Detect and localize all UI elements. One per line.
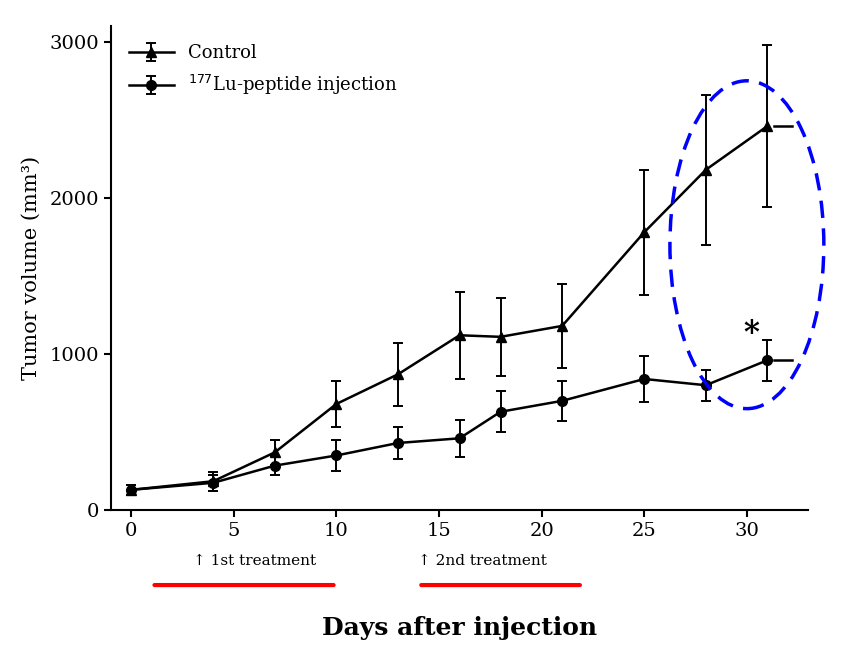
Text: ↑ 2nd treatment: ↑ 2nd treatment xyxy=(419,554,547,568)
Y-axis label: Tumor volume (mm³): Tumor volume (mm³) xyxy=(22,156,41,380)
X-axis label: Days after injection: Days after injection xyxy=(322,616,597,640)
Text: *: * xyxy=(743,318,759,349)
Legend: Control, $^{177}$Lu-peptide injection: Control, $^{177}$Lu-peptide injection xyxy=(120,35,407,106)
Text: ↑ 1st treatment: ↑ 1st treatment xyxy=(192,554,316,568)
